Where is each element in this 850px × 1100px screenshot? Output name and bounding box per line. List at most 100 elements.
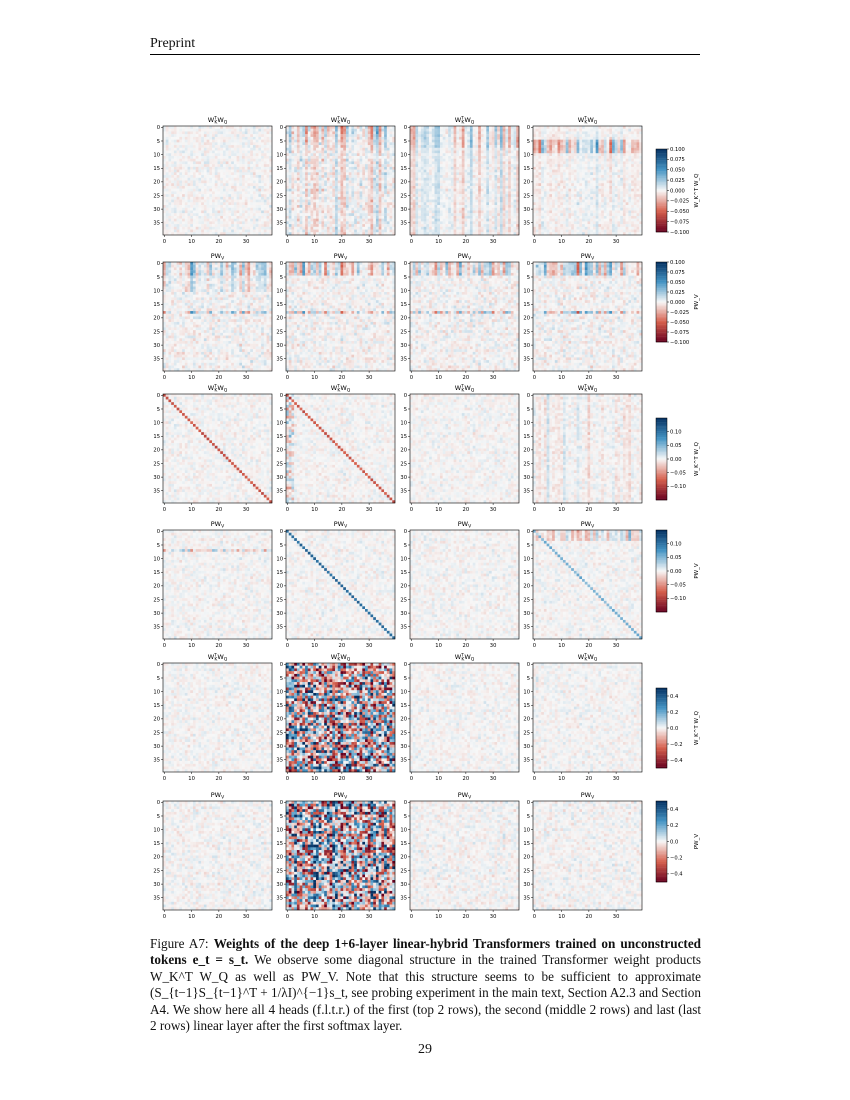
heatmap-cell	[392, 205, 396, 208]
heatmap-cell	[423, 175, 427, 178]
heatmap-cell	[375, 134, 379, 138]
heatmap-cell	[365, 150, 368, 154]
heatmap-cell	[184, 128, 188, 132]
heatmap-cell	[228, 169, 232, 173]
heatmap-cell	[307, 136, 311, 140]
heatmap-cell	[332, 126, 336, 129]
heatmap-cell	[242, 131, 245, 135]
heatmap-cell	[247, 202, 251, 206]
heatmap-cell	[445, 188, 449, 192]
heatmap-cell	[173, 213, 177, 217]
heatmap-cell	[359, 205, 363, 208]
heatmap-cell	[510, 183, 514, 187]
heatmap-cell	[392, 210, 396, 214]
heatmap-cell	[179, 218, 183, 222]
heatmap-cell	[442, 153, 446, 157]
heatmap-cell	[198, 191, 202, 195]
heatmap-cell	[448, 224, 452, 227]
heatmap-cell	[516, 226, 520, 230]
heatmap-cell	[467, 161, 471, 165]
heatmap-cell	[261, 215, 264, 219]
heatmap-cell	[448, 199, 452, 203]
heatmap-cell	[313, 155, 317, 159]
heatmap-cell	[502, 194, 506, 198]
heatmap-cell	[307, 177, 311, 181]
heatmap-cell	[568, 126, 572, 129]
heatmap-cell	[163, 150, 166, 154]
heatmap-cell	[367, 232, 371, 236]
heatmap-cell	[326, 210, 330, 214]
heatmap-cell	[354, 153, 358, 157]
heatmap-cell	[513, 161, 517, 165]
heatmap-cell	[332, 207, 336, 211]
heatmap-cell	[456, 188, 460, 192]
heatmap-cell	[445, 164, 449, 168]
heatmap-cell	[209, 169, 213, 173]
heatmap-cell	[489, 205, 492, 208]
heatmap-cell	[266, 177, 270, 181]
heatmap-cell	[239, 158, 243, 162]
heatmap-cell	[291, 191, 295, 195]
heatmap-cell	[497, 213, 501, 217]
heatmap-cell	[165, 229, 169, 233]
heatmap-cell	[250, 180, 254, 184]
heatmap-cell	[182, 158, 185, 162]
heatmap-cell	[198, 226, 202, 230]
heatmap-cell	[568, 131, 572, 135]
heatmap-cell	[318, 153, 322, 157]
heatmap-cell	[497, 188, 501, 192]
heatmap-cell	[324, 207, 328, 211]
heatmap-cell	[442, 205, 446, 208]
heatmap-cell	[201, 188, 205, 192]
heatmap-cell	[255, 221, 259, 225]
heatmap-cell	[375, 183, 379, 187]
heatmap-cell	[252, 158, 256, 162]
heatmap-cell	[513, 126, 517, 129]
heatmap-cell	[261, 205, 264, 208]
heatmap-cell	[173, 142, 177, 146]
heatmap-cell	[415, 215, 419, 219]
heatmap-cell	[225, 177, 229, 181]
heatmap-cell	[247, 218, 251, 222]
heatmap-cell	[480, 166, 484, 170]
heatmap-cell	[239, 136, 243, 140]
heatmap-cell	[201, 202, 205, 206]
heatmap-cell	[459, 224, 462, 227]
heatmap-cell	[190, 131, 194, 135]
heatmap-cell	[214, 145, 218, 148]
heatmap-cell	[464, 221, 468, 225]
heatmap-cell	[214, 185, 218, 189]
heatmap-cell	[307, 196, 311, 200]
heatmap-cell	[258, 185, 262, 189]
heatmap-cell	[367, 175, 371, 178]
heatmap-cell	[244, 139, 248, 143]
heatmap-cell	[426, 145, 430, 148]
heatmap-cell	[190, 191, 194, 195]
heatmap-cell	[459, 158, 462, 162]
heatmap-cell	[242, 153, 245, 157]
heatmap-cell	[469, 218, 473, 222]
heatmap-cell	[510, 139, 514, 143]
heatmap-cell	[386, 185, 390, 189]
heatmap-cell	[286, 213, 289, 217]
heatmap-cell	[348, 180, 352, 184]
heatmap-cell	[269, 194, 273, 198]
heatmap-cell	[505, 126, 509, 129]
heatmap-cell	[418, 126, 422, 129]
heatmap-cell	[203, 145, 207, 148]
heatmap-cell	[489, 158, 492, 162]
heatmap-cell	[437, 210, 441, 214]
heatmap-cell	[329, 134, 333, 138]
heatmap-cell	[190, 196, 194, 200]
heatmap-cell	[472, 142, 476, 146]
heatmap-cell	[225, 145, 229, 148]
heatmap-cell	[351, 229, 355, 233]
heatmap-cell	[340, 169, 344, 173]
heatmap-cell	[429, 147, 432, 151]
heatmap-cell	[255, 155, 259, 159]
heatmap-cell	[437, 226, 441, 230]
heatmap-cell	[163, 226, 166, 230]
heatmap-cell	[190, 128, 194, 132]
heatmap-cell	[464, 196, 468, 200]
